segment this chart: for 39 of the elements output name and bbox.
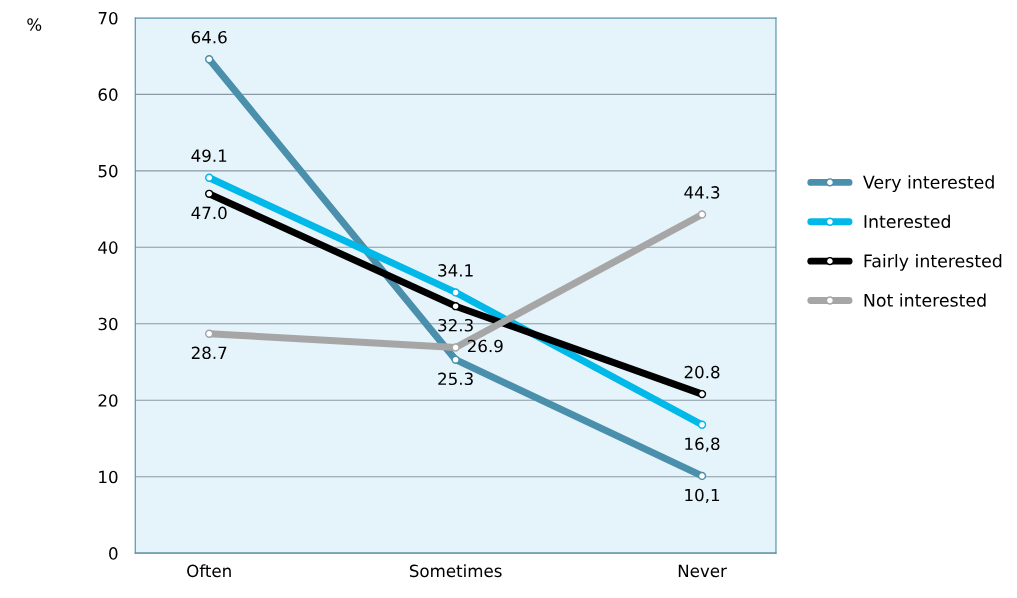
point <box>697 389 707 399</box>
legend-label: Very interested <box>863 175 994 193</box>
y-tick-label: 70 <box>98 11 118 25</box>
legend-label: Fairly interested <box>864 254 1002 271</box>
y-axis-title: % <box>27 18 42 31</box>
data-label: 32.3 <box>438 318 473 332</box>
y-tick-label: 40 <box>98 241 118 254</box>
point <box>205 189 214 198</box>
y-tick-label: 50 <box>98 164 118 178</box>
point <box>697 210 707 219</box>
y-tick-label: 20 <box>98 394 118 407</box>
point <box>697 471 707 481</box>
data-label: 26.9 <box>467 339 503 353</box>
point <box>451 288 460 297</box>
data-label: 64.6 <box>191 30 227 44</box>
y-tick-label: 0 <box>109 547 118 560</box>
data-label: 34.1 <box>438 264 473 277</box>
data-label: 10,1 <box>685 488 720 504</box>
data-label: 47.0 <box>191 206 227 220</box>
y-tick-label: 30 <box>98 317 118 331</box>
point <box>205 55 214 64</box>
data-label: 44.3 <box>684 186 720 199</box>
y-tick-label: 60 <box>98 88 118 101</box>
x-tick-label: Often <box>187 564 231 578</box>
data-label: 28.7 <box>191 346 227 360</box>
data-label: 20.8 <box>684 365 720 379</box>
point <box>451 355 460 364</box>
point <box>697 420 707 429</box>
point <box>451 343 460 352</box>
data-label: 49.1 <box>191 149 227 163</box>
legend-label: Interested <box>864 214 950 229</box>
data-label: 25.3 <box>438 372 473 386</box>
data-label: 16,8 <box>685 437 720 452</box>
x-tick-label: Never <box>678 564 727 578</box>
x-tick-label: Sometimes <box>409 564 502 578</box>
legend-label: Not interested <box>864 293 986 307</box>
point <box>451 302 460 311</box>
point <box>205 173 214 182</box>
y-tick-label: 10 <box>99 470 118 484</box>
